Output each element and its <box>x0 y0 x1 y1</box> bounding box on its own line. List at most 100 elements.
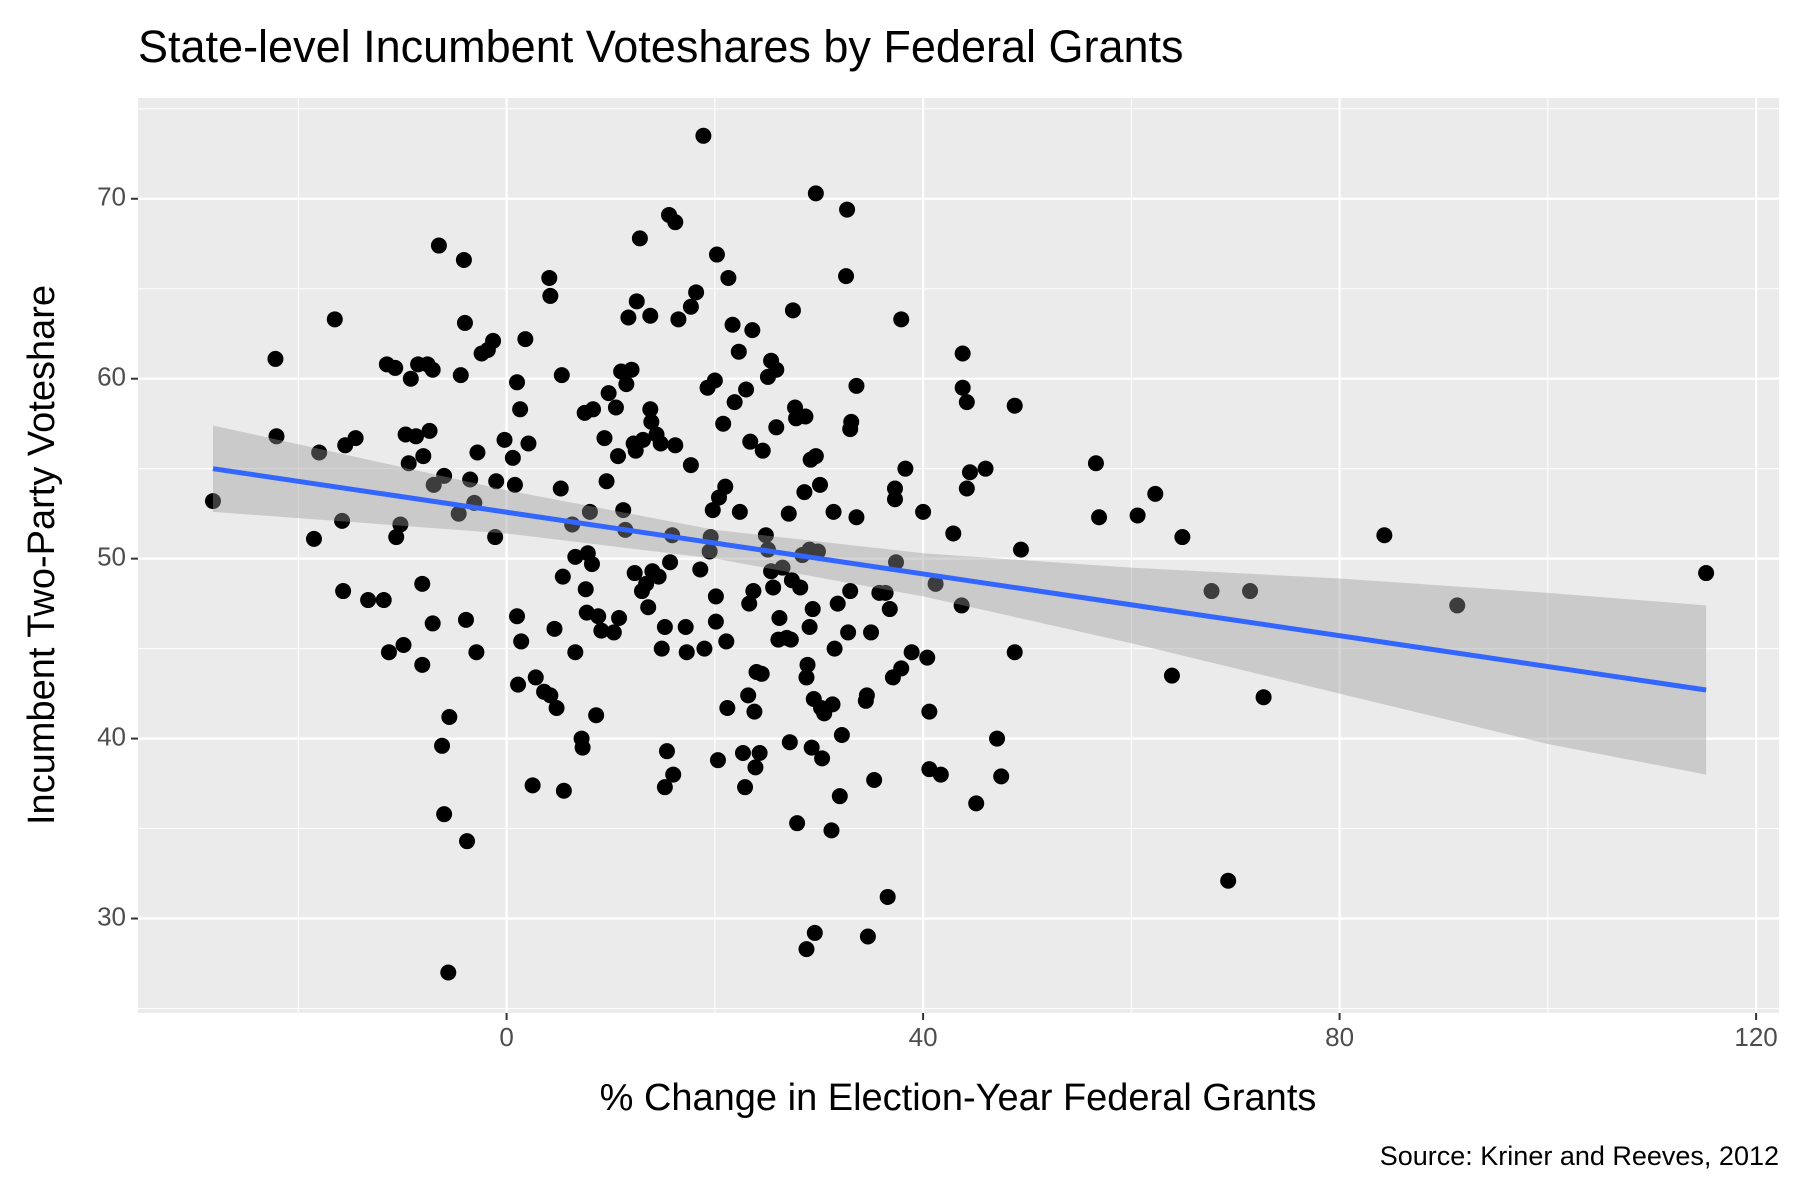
point <box>751 744 768 761</box>
point <box>626 565 643 582</box>
x-axis-label: % Change in Election-Year Federal Grants <box>600 1077 1317 1119</box>
point <box>744 322 761 339</box>
point <box>588 707 605 724</box>
point <box>574 739 591 756</box>
point <box>780 505 797 522</box>
point <box>927 575 944 592</box>
point <box>1091 509 1108 526</box>
point <box>863 624 880 641</box>
point <box>745 583 762 600</box>
point <box>305 530 322 547</box>
point <box>455 251 472 268</box>
point <box>708 246 725 263</box>
point <box>726 394 743 411</box>
point <box>656 779 673 796</box>
point <box>747 759 764 776</box>
point <box>833 726 850 743</box>
point <box>829 595 846 612</box>
point <box>754 442 771 459</box>
x-tick-label: 120 <box>1734 1022 1777 1052</box>
point <box>692 561 709 578</box>
point <box>347 430 364 447</box>
point <box>459 833 476 850</box>
point <box>757 527 774 544</box>
point <box>488 473 505 490</box>
point <box>462 471 479 488</box>
point <box>605 624 622 641</box>
point <box>408 428 425 445</box>
point <box>542 287 559 304</box>
point <box>468 644 485 661</box>
point <box>877 584 894 601</box>
point <box>771 610 788 627</box>
point <box>858 687 875 704</box>
point <box>797 408 814 425</box>
point <box>1255 689 1272 706</box>
point <box>737 779 754 796</box>
point <box>638 575 655 592</box>
point <box>1163 667 1180 684</box>
point <box>658 743 675 760</box>
point <box>798 669 815 686</box>
point <box>414 656 431 673</box>
point <box>839 201 856 218</box>
point <box>781 734 798 751</box>
point <box>989 730 1006 747</box>
point <box>456 314 473 331</box>
point <box>610 448 627 465</box>
point <box>706 372 723 389</box>
point <box>469 444 486 461</box>
point <box>801 619 818 636</box>
point <box>825 503 842 520</box>
point <box>796 484 813 501</box>
caption: Source: Kriner and Reeves, 2012 <box>1380 1141 1779 1171</box>
y-axis-label: Incumbent Two-Party Voteshare <box>21 285 63 825</box>
point <box>653 640 670 657</box>
point <box>720 269 737 286</box>
point <box>843 413 860 430</box>
point <box>993 768 1010 785</box>
point <box>807 185 824 202</box>
point <box>334 512 351 529</box>
point <box>434 737 451 754</box>
point <box>635 431 652 448</box>
point <box>598 473 615 490</box>
point <box>888 554 905 571</box>
point <box>968 795 985 812</box>
point <box>268 428 285 445</box>
point <box>542 687 559 704</box>
point <box>804 601 821 618</box>
confidence-band <box>212 425 1707 775</box>
point <box>631 230 648 247</box>
point <box>1203 583 1220 600</box>
point <box>682 298 699 315</box>
point <box>961 464 978 481</box>
point <box>789 815 806 832</box>
point <box>554 568 571 585</box>
point <box>709 752 726 769</box>
point <box>746 703 763 720</box>
point <box>782 631 799 648</box>
point <box>662 554 679 571</box>
point <box>753 665 770 682</box>
point <box>387 359 404 376</box>
point <box>640 599 657 616</box>
point <box>430 237 447 254</box>
point <box>704 502 721 519</box>
point <box>682 457 699 474</box>
point <box>954 345 971 362</box>
point <box>548 700 565 716</box>
point <box>774 559 791 576</box>
point <box>812 476 829 493</box>
point <box>415 448 432 465</box>
point <box>919 649 936 666</box>
point <box>326 311 343 328</box>
point <box>436 806 453 823</box>
point <box>623 361 640 378</box>
point <box>652 435 669 452</box>
point <box>512 401 529 418</box>
point <box>452 367 469 384</box>
point <box>436 467 453 484</box>
